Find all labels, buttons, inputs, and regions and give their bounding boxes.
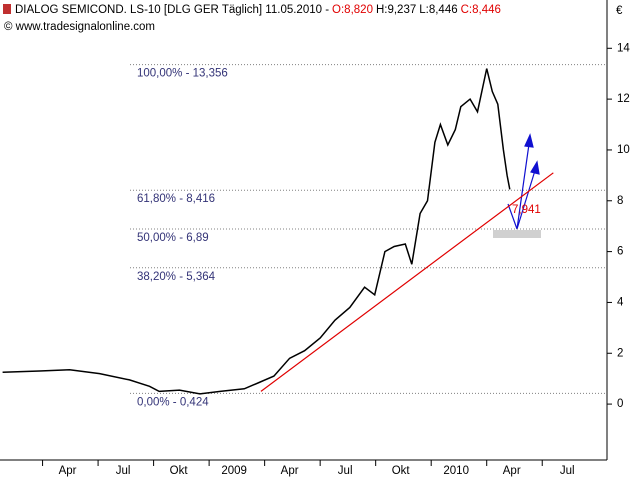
x-tick-label: Apr [281, 465, 299, 477]
y-tick-label: 4 [617, 296, 624, 308]
trend-label: 7,941 [512, 204, 541, 216]
price-line [2, 68, 511, 395]
x-tick-label: Okt [170, 465, 189, 477]
target-zone [493, 230, 541, 238]
x-tick-label: Apr [503, 465, 521, 477]
x-tick-label: 2009 [221, 465, 247, 477]
ohlc-value: C:8,446 [461, 4, 501, 16]
y-tick-label: 0 [617, 398, 623, 410]
fib-level-label: 0,00% - 0,424 [137, 396, 209, 408]
arrow [516, 163, 538, 230]
trendline [260, 172, 554, 392]
fib-level-label: 38,20% - 5,364 [137, 271, 216, 283]
fib-level-label: 50,00% - 6,89 [137, 232, 209, 244]
y-tick-label: 2 [617, 347, 623, 359]
y-tick-label: 10 [617, 144, 630, 156]
source: © www.tradesignalonline.com [4, 21, 155, 33]
logo-icon [3, 4, 11, 14]
x-tick-label: Jul [338, 465, 353, 477]
y-tick-label: 8 [617, 195, 623, 207]
x-tick-label: Jul [116, 465, 131, 477]
y-tick-label: 14 [617, 42, 630, 54]
fib-level-label: 100,00% - 13,356 [137, 68, 228, 80]
y-tick-label: 12 [617, 93, 630, 105]
x-tick-label: Okt [392, 465, 411, 477]
x-tick-label: Jul [560, 465, 575, 477]
y-tick-label: 6 [617, 246, 623, 258]
fib-level-label: 61,80% - 8,416 [137, 193, 215, 205]
title-text: DIALOG SEMICOND. LS-10 [DLG GER Täglich]… [15, 4, 329, 16]
x-tick-label: Apr [59, 465, 77, 477]
chart-title: DIALOG SEMICOND. LS-10 [DLG GER Täglich]… [15, 4, 501, 16]
y-unit: € [616, 5, 623, 17]
x-tick-label: 2010 [443, 465, 469, 477]
arrow-head [524, 133, 534, 148]
ohlc-value: L:8,446 [419, 4, 457, 16]
ohlc-value: H:9,237 [376, 4, 416, 16]
ohlc-value: O:8,820 [332, 4, 373, 16]
arrow-head [530, 160, 540, 175]
